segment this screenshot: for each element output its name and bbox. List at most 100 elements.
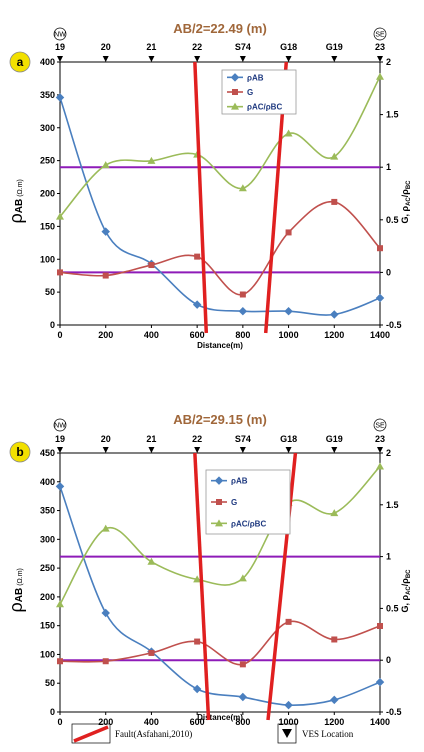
- ves-label: 20: [101, 434, 111, 444]
- fault-legend-box: [71, 723, 111, 744]
- y-tick-label: 0: [50, 707, 55, 717]
- legend-marker: [215, 519, 223, 527]
- data-point: [376, 462, 384, 470]
- ves-marker: [148, 447, 155, 453]
- ves-label: 21: [146, 42, 156, 52]
- se-label: SE: [375, 32, 385, 39]
- y-tick-label: 450: [40, 448, 55, 458]
- panel-badge: [9, 51, 31, 73]
- y-tick-label: 300: [40, 123, 55, 133]
- y-tick-label: 150: [40, 621, 55, 631]
- data-point: [55, 482, 65, 491]
- y-tick-label: 100: [40, 649, 55, 659]
- legend-label: ρAB: [231, 477, 248, 486]
- data-point: [55, 93, 65, 102]
- ves-label: 19: [55, 42, 65, 52]
- y-tick-label: 200: [40, 189, 55, 199]
- data-point: [148, 649, 155, 656]
- data-point: [193, 575, 202, 583]
- ves-marker: [377, 447, 383, 453]
- x-tick-label: 1000: [279, 717, 299, 727]
- data-point: [285, 618, 292, 625]
- y2-tick-label: 2: [386, 57, 391, 67]
- data-point: [101, 227, 110, 236]
- data-point: [194, 253, 201, 260]
- y-tick-label: 250: [40, 156, 55, 166]
- fault-line: [266, 452, 298, 721]
- y2-tick-label: 0: [386, 267, 391, 277]
- data-point: [102, 272, 109, 279]
- x-tick-label: 0: [57, 717, 62, 727]
- series-line-1: [59, 620, 381, 666]
- y-tick-label: 0: [50, 320, 55, 330]
- ves-label: 19: [55, 434, 65, 444]
- y2-tick-label: -0.5: [386, 320, 402, 330]
- data-point: [239, 291, 246, 298]
- data-point: [284, 700, 293, 710]
- y-axis-label: ρAB(Ω.m): [6, 568, 26, 612]
- panel-badge: [9, 441, 31, 463]
- data-point: [101, 608, 110, 618]
- nw-badge: [53, 418, 67, 432]
- y-tick-label: 400: [40, 477, 55, 487]
- ves-marker: [57, 447, 63, 453]
- ves-marker: [285, 56, 292, 62]
- ves-label: G19: [326, 434, 343, 444]
- x-axis-label: Distance(m): [197, 713, 243, 722]
- data-point: [192, 684, 202, 694]
- fault-line: [193, 452, 211, 721]
- series-line-1: [59, 201, 381, 296]
- data-point: [238, 692, 248, 702]
- data-point: [101, 161, 110, 169]
- y-tick-label: 300: [40, 534, 55, 544]
- y-tick-label: 350: [40, 506, 55, 516]
- y-tick-label: 350: [40, 90, 55, 100]
- y-tick-label: 200: [40, 592, 55, 602]
- ves-marker: [194, 56, 201, 62]
- ves-label: 21: [146, 434, 156, 444]
- x-tick-label: 200: [98, 717, 113, 727]
- data-point: [330, 695, 339, 705]
- legend-marker: [230, 73, 240, 82]
- data-point: [238, 306, 248, 316]
- ves-marker: [239, 447, 246, 453]
- ves-legend-box: [277, 723, 297, 744]
- y2-tick-label: 0.5: [386, 215, 399, 225]
- data-point: [375, 293, 385, 303]
- nw-badge: [53, 27, 67, 41]
- data-point: [330, 509, 339, 517]
- ves-marker: [102, 447, 109, 453]
- chart-title: AB/2=22.49 (m): [173, 21, 267, 36]
- y2-tick-label: 0.5: [386, 603, 399, 613]
- x-tick-label: 1400: [370, 717, 390, 727]
- data-point: [56, 212, 64, 220]
- data-point: [194, 638, 201, 645]
- legend-label: ρAB: [247, 73, 264, 82]
- se-badge: [373, 418, 387, 432]
- data-point: [284, 306, 293, 316]
- x-tick-label: 600: [190, 330, 205, 340]
- series-line-0: [59, 97, 381, 316]
- ves-marker: [239, 56, 246, 62]
- legend-marker: [214, 476, 224, 485]
- y2-tick-label: 1: [386, 162, 391, 172]
- fault-legend-label: Fault(Asfahani,2010): [115, 729, 192, 739]
- ves-marker: [148, 56, 155, 62]
- y-tick-label: 250: [40, 563, 55, 573]
- data-point: [377, 623, 383, 630]
- ves-label: 22: [192, 42, 202, 52]
- ves-label: G18: [280, 434, 297, 444]
- nw-label: NW: [54, 423, 66, 430]
- ves-marker: [331, 447, 338, 453]
- data-point: [57, 658, 63, 665]
- data-point: [331, 198, 338, 205]
- data-point: [102, 658, 109, 665]
- legend-marker: [216, 499, 222, 505]
- data-point: [147, 156, 156, 164]
- y-tick-label: 400: [40, 57, 55, 67]
- x-tick-label: 0: [57, 330, 62, 340]
- data-point: [330, 310, 339, 319]
- ves-marker: [377, 56, 383, 62]
- ves-label: 23: [375, 434, 385, 444]
